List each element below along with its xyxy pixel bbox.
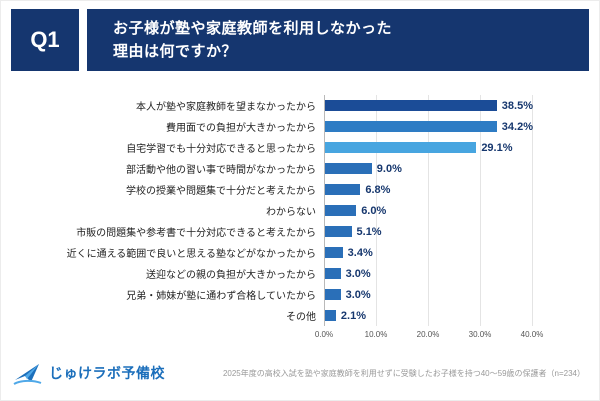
bar-category-label: 部活動や他の習い事で時間がなかったから xyxy=(126,165,316,176)
x-axis-tick-label: 40.0% xyxy=(520,330,544,339)
bar-track: 2.1% xyxy=(324,305,533,326)
header: Q1 お子様が塾や家庭教師を利用しなかった 理由は何ですか？ xyxy=(11,9,589,71)
bar xyxy=(325,310,336,321)
x-axis-tick-label: 20.0% xyxy=(416,330,440,339)
bar xyxy=(325,163,372,174)
chart-row: わからない 6.0% xyxy=(11,200,589,221)
bar-track: 34.2% xyxy=(324,116,533,137)
bar-category-label: 自宅学習でも十分対応できると思ったから xyxy=(126,144,316,155)
x-axis-spacer xyxy=(11,330,324,344)
bar-category-label: 学校の授業や問題集で十分だと考えたから xyxy=(126,186,316,197)
chart-row: 部活動や他の習い事で時間がなかったから 9.0% xyxy=(11,158,589,179)
chart-row: 送迎などの親の負担が大きかったから 3.0% xyxy=(11,263,589,284)
bar-track: 5.1% xyxy=(324,221,533,242)
question-number-badge: Q1 xyxy=(11,9,79,71)
chart-row: 自宅学習でも十分対応できると思ったから 29.1% xyxy=(11,137,589,158)
bar-value-label: 38.5% xyxy=(501,99,533,112)
bar-track: 3.0% xyxy=(324,263,533,284)
bar-value-label: 2.1% xyxy=(340,309,366,322)
bar-track: 9.0% xyxy=(324,158,533,179)
bar-value-label: 6.8% xyxy=(365,183,391,196)
bar-value-label: 5.1% xyxy=(356,225,382,238)
chart-row: 兄弟・姉妹が塾に通わず合格していたから 3.0% xyxy=(11,284,589,305)
bar xyxy=(325,268,341,279)
bar-category-label: 近くに通える範囲で良いと思える塾などがなかったから xyxy=(66,249,316,260)
bar-value-label: 3.0% xyxy=(345,267,371,280)
bar xyxy=(325,100,497,111)
question-title-line2: 理由は何ですか？ xyxy=(113,43,238,60)
x-axis-tick-label: 30.0% xyxy=(468,330,492,339)
bar-value-label: 3.4% xyxy=(347,246,373,259)
bar-value-label: 29.1% xyxy=(481,141,513,154)
bar-track: 38.5% xyxy=(324,95,533,116)
bar xyxy=(325,289,341,300)
bar-value-label: 34.2% xyxy=(501,120,533,133)
bar-track: 29.1% xyxy=(324,137,533,158)
bar xyxy=(325,142,477,153)
question-title: お子様が塾や家庭教師を利用しなかった 理由は何ですか？ xyxy=(87,9,589,71)
chart-row: 本人が塾や家庭教師を望まなかったから 38.5% xyxy=(11,95,589,116)
bar-category-label: わからない xyxy=(266,207,316,218)
bar-value-label: 9.0% xyxy=(376,162,402,175)
bar-track: 6.8% xyxy=(324,179,533,200)
x-axis-tick-track: 0.0% 10.0% 20.0% 30.0% 40.0% xyxy=(315,330,543,344)
bar-chart: 本人が塾や家庭教師を望まなかったから 38.5% 費用面での負担が大きかったから… xyxy=(11,95,589,344)
bar-track: 3.4% xyxy=(324,242,533,263)
bar xyxy=(325,226,352,237)
footer: じゅけラボ予備校 2025年度の高校入試を塾や家庭教師を利用せずに受験したお子様… xyxy=(11,360,589,400)
chart-row: その他 2.1% xyxy=(11,305,589,326)
bar-category-label: 兄弟・姉妹が塾に通わず合格していたから xyxy=(126,291,316,302)
bar xyxy=(325,121,497,132)
bar-category-label: その他 xyxy=(286,312,316,323)
x-axis-tick-label: 10.0% xyxy=(364,330,388,339)
bar-track: 6.0% xyxy=(324,200,533,221)
footnote-caption: 2025年度の高校入試を塾や家庭教師を利用せずに受験したお子様を持つ40〜59歳… xyxy=(222,368,585,378)
bar xyxy=(325,247,343,258)
bar-value-label: 3.0% xyxy=(345,288,371,301)
logo-icon xyxy=(13,364,42,385)
chart-row: 市販の問題集や参考書で十分対応できると考えたから 5.1% xyxy=(11,221,589,242)
chart-rows: 本人が塾や家庭教師を望まなかったから 38.5% 費用面での負担が大きかったから… xyxy=(11,95,589,326)
logo: じゅけラボ予備校 xyxy=(13,360,165,386)
x-axis: 0.0% 10.0% 20.0% 30.0% 40.0% xyxy=(11,330,589,344)
question-title-line1: お子様が塾や家庭教師を利用しなかった xyxy=(113,19,393,37)
chart-row: 近くに通える範囲で良いと思える塾などがなかったから 3.4% xyxy=(11,242,589,263)
bar-value-label: 6.0% xyxy=(361,204,387,217)
bar-category-label: 市販の問題集や参考書で十分対応できると考えたから xyxy=(76,228,316,239)
bar xyxy=(325,184,361,195)
bar-track: 3.0% xyxy=(324,284,533,305)
x-axis-tick-label: 0.0% xyxy=(314,330,334,339)
bar-category-label: 本人が塾や家庭教師を望まなかったから xyxy=(136,102,316,113)
chart-row: 費用面での負担が大きかったから 34.2% xyxy=(11,116,589,137)
chart-row: 学校の授業や問題集で十分だと考えたから 6.8% xyxy=(11,179,589,200)
bar xyxy=(325,205,357,216)
bar-category-label: 費用面での負担が大きかったから xyxy=(166,123,316,134)
bar-category-label: 送迎などの親の負担が大きかったから xyxy=(146,270,316,281)
logo-text: じゅけラボ予備校 xyxy=(49,365,165,381)
